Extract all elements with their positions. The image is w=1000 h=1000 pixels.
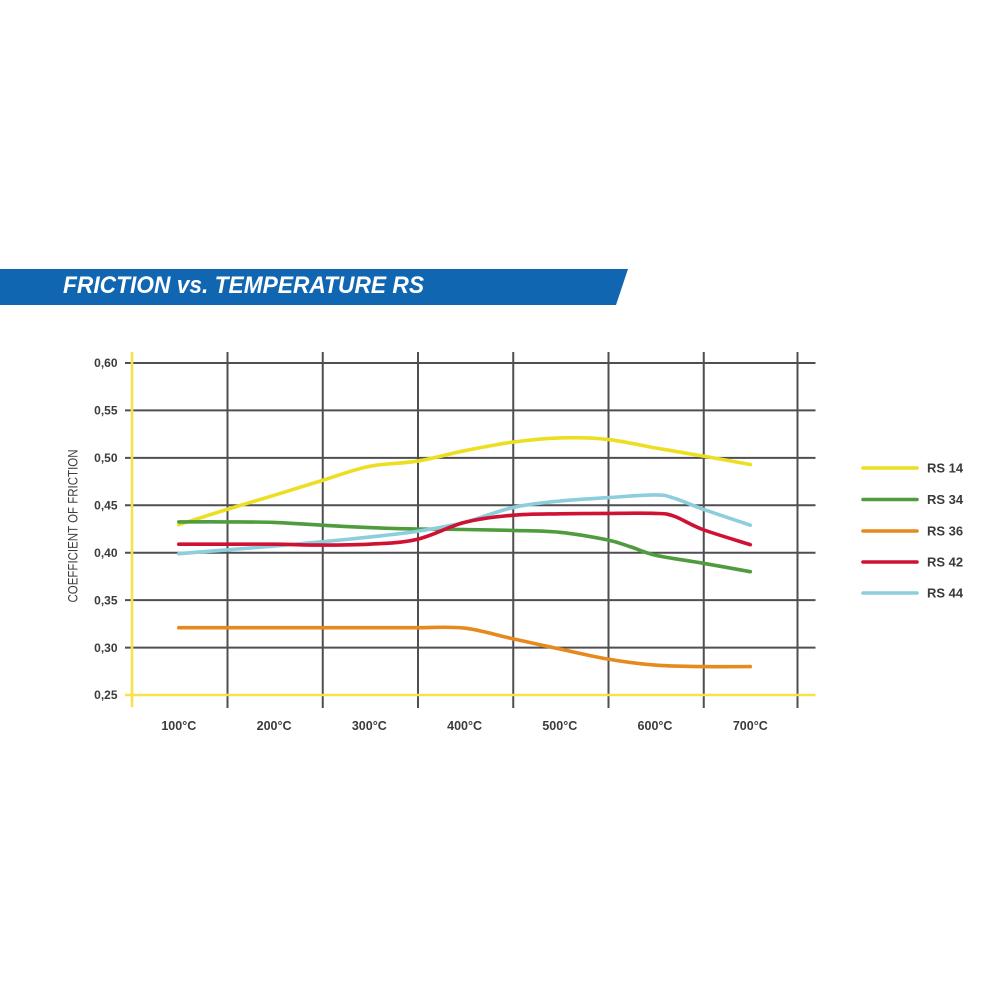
svg-text:0,35: 0,35 bbox=[94, 593, 118, 607]
svg-text:0,25: 0,25 bbox=[94, 688, 118, 702]
svg-text:300°C: 300°C bbox=[352, 719, 387, 733]
svg-text:COEFFICIENT OF FRICTION: COEFFICIENT OF FRICTION bbox=[65, 450, 81, 603]
svg-text:0,60: 0,60 bbox=[94, 356, 118, 370]
svg-text:RS 44: RS 44 bbox=[927, 586, 964, 601]
svg-text:RS 14: RS 14 bbox=[927, 461, 964, 476]
svg-text:0,55: 0,55 bbox=[94, 404, 118, 418]
svg-text:0,50: 0,50 bbox=[94, 451, 118, 465]
svg-text:600°C: 600°C bbox=[638, 719, 673, 733]
svg-text:RS 34: RS 34 bbox=[927, 492, 964, 507]
svg-text:FRICTION vs. TEMPERATURE RS: FRICTION vs. TEMPERATURE RS bbox=[63, 272, 425, 299]
svg-text:0,45: 0,45 bbox=[94, 499, 118, 513]
svg-text:RS 42: RS 42 bbox=[927, 555, 963, 570]
svg-text:RS 36: RS 36 bbox=[927, 524, 963, 539]
svg-text:400°C: 400°C bbox=[447, 719, 482, 733]
svg-text:0,30: 0,30 bbox=[94, 641, 118, 655]
svg-text:700°C: 700°C bbox=[733, 719, 768, 733]
svg-text:100°C: 100°C bbox=[161, 719, 196, 733]
svg-text:200°C: 200°C bbox=[257, 719, 292, 733]
svg-text:0,40: 0,40 bbox=[94, 546, 118, 560]
svg-text:500°C: 500°C bbox=[542, 719, 577, 733]
